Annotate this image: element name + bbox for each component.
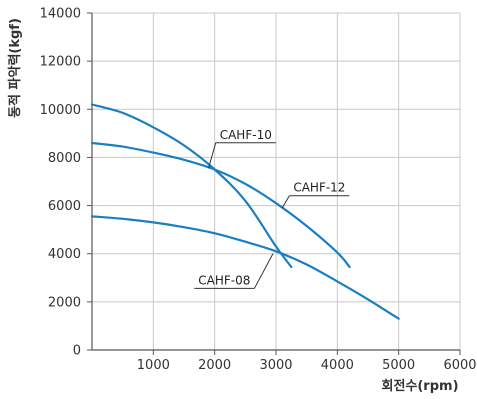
y-tick-label: 10000	[40, 103, 81, 118]
annotations: CAHF-10 CAHF-12 CAHF-08	[194, 128, 350, 289]
x-tick-label: 6000	[443, 358, 476, 373]
axes	[87, 12, 461, 355]
y-tick-label: 14000	[40, 7, 81, 22]
y-tick-label: 6000	[48, 199, 81, 214]
y-tick-label: 12000	[40, 55, 81, 70]
x-tick-label: 5000	[382, 358, 415, 373]
tick-labels: 0 2000 4000 6000 8000 10000 12000 14000 1000 2000…	[40, 7, 477, 374]
series-line-cahf-10	[90, 103, 293, 269]
annotation-leader	[281, 195, 290, 209]
x-axis-title: 회전수(rpm)	[381, 378, 458, 394]
x-tick-label: 3000	[259, 358, 292, 373]
y-axis-title: 동적 파악력(kgf)	[7, 18, 23, 118]
annotation-cahf-12: CAHF-12	[281, 181, 350, 209]
annotation-label: CAHF-12	[293, 181, 345, 195]
x-tick-label: 4000	[321, 358, 354, 373]
series-line-cahf-12	[90, 141, 351, 269]
y-tick-label: 8000	[48, 151, 81, 166]
x-tick-label: 2000	[198, 358, 231, 373]
y-tick-label: 2000	[48, 295, 81, 310]
annotation-label: CAHF-10	[220, 128, 272, 142]
y-tick-label: 4000	[48, 247, 81, 262]
annotation-cahf-10: CAHF-10	[208, 128, 276, 169]
annotation-cahf-08: CAHF-08	[194, 253, 274, 289]
y-tick-label: 0	[73, 344, 81, 359]
annotation-label: CAHF-08	[198, 273, 250, 287]
series-lines	[90, 103, 400, 320]
series-line-cahf-08	[90, 215, 400, 320]
x-tick-label: 1000	[137, 358, 170, 373]
annotation-leader	[208, 142, 217, 169]
annotation-leader	[253, 253, 274, 289]
grid-lines	[92, 12, 461, 350]
